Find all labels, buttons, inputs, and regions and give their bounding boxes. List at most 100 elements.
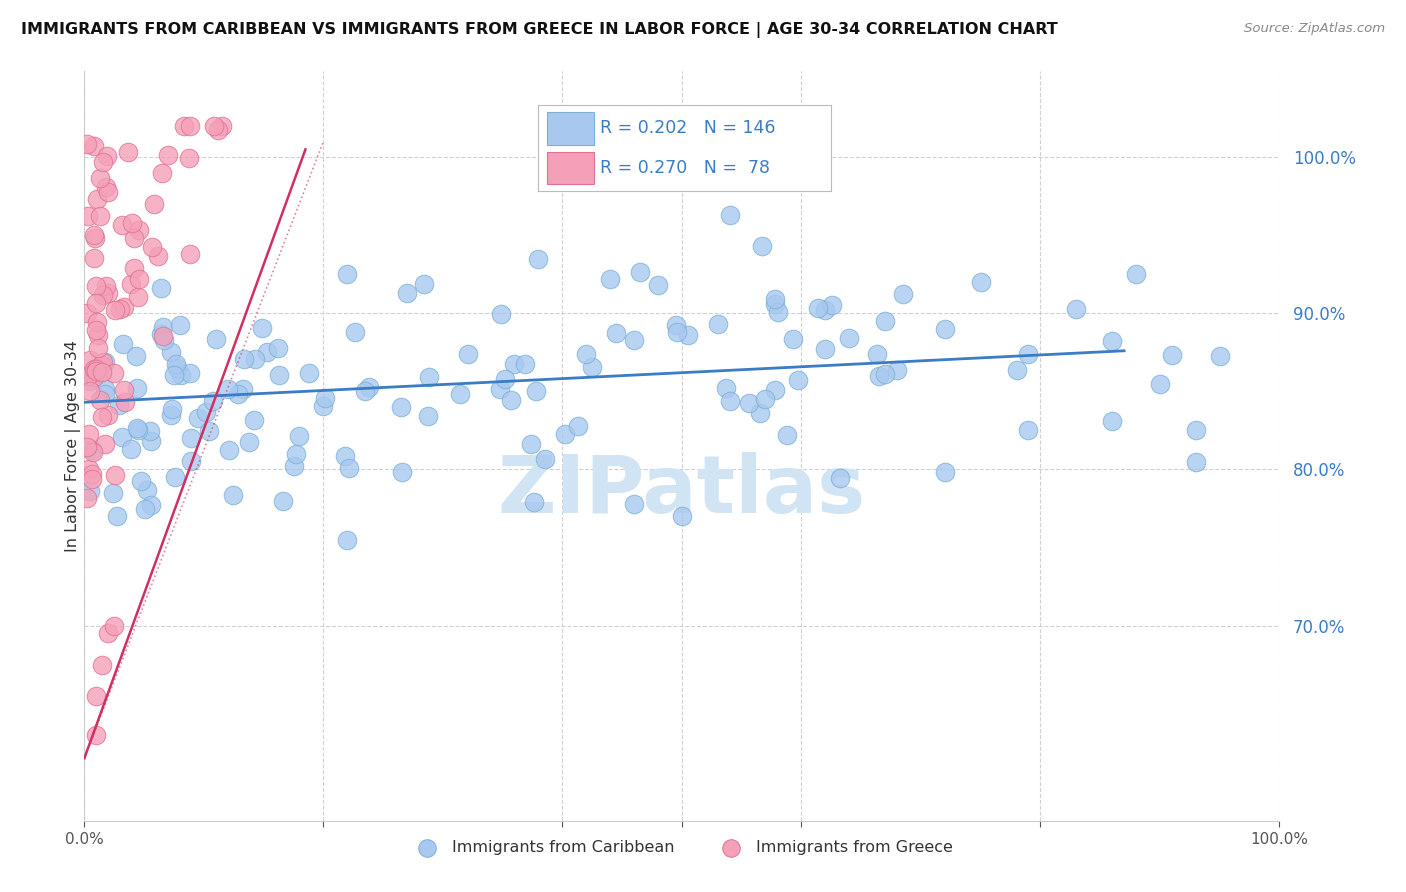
Point [226,387,249,401]
Point [273,494,295,508]
Point [179,366,201,380]
Point [149,326,172,341]
Point [524,384,547,399]
Point [122,231,145,245]
Point [245,352,267,367]
Point [94,279,117,293]
Point [1066,302,1088,317]
Point [218,443,240,458]
Point [107,398,129,412]
Point [104,468,127,483]
Point [146,249,169,263]
Point [814,303,837,318]
Point [288,428,311,442]
Point [179,119,201,133]
Point [1161,348,1184,362]
Point [238,435,260,450]
Point [875,314,897,328]
Point [77,427,100,442]
Point [343,325,366,339]
Point [581,359,603,374]
Point [623,333,645,347]
Point [94,437,117,451]
Point [623,497,645,511]
Point [103,618,125,632]
Text: IMMIGRANTS FROM CARIBBEAN VS IMMIGRANTS FROM GREECE IN LABOR FORCE | AGE 30-34 C: IMMIGRANTS FROM CARIBBEAN VS IMMIGRANTS … [21,22,1057,38]
Point [93,354,115,368]
Point [314,391,336,405]
Point [489,383,512,397]
Point [838,331,860,345]
Point [120,277,142,291]
Point [94,382,117,396]
Point [124,350,146,364]
Point [141,240,163,254]
Point [665,326,688,340]
Point [120,442,142,456]
Point [110,218,132,232]
Point [76,136,98,151]
Point [89,170,111,185]
Point [86,728,108,742]
Point [782,332,804,346]
Point [527,252,550,266]
Point [96,180,118,194]
Point [1185,455,1208,469]
Point [114,394,136,409]
Point [1125,267,1147,281]
Point [503,357,526,371]
Point [91,366,114,380]
Point [418,370,440,384]
Point [128,272,150,286]
Point [180,431,202,445]
Point [519,436,541,450]
Point [523,495,546,509]
Point [284,446,307,460]
Point [491,307,513,321]
Point [87,367,110,381]
Point [79,483,101,498]
Point [86,192,108,206]
Point [97,626,120,640]
Point [267,341,290,355]
Point [91,657,114,672]
Point [112,300,135,314]
Point [718,208,741,222]
Point [169,318,191,333]
Point [134,502,156,516]
Point [1185,423,1208,437]
Point [87,341,110,355]
Point [891,286,914,301]
Point [250,320,273,334]
Point [159,344,181,359]
Point [515,357,537,371]
Point [160,408,183,422]
Point [82,443,104,458]
Point [122,260,145,275]
Point [150,166,173,180]
Point [163,470,186,484]
Point [205,332,228,346]
Point [127,381,149,395]
Point [1018,424,1040,438]
Point [162,402,184,417]
Point [86,315,108,329]
Point [179,247,201,261]
Point [91,410,114,425]
Point [156,147,179,161]
Point [83,139,105,153]
Point [76,440,98,454]
Point [83,370,105,384]
Point [105,509,128,524]
Point [170,368,193,383]
Point [127,423,149,437]
Point [86,323,108,337]
Point [554,427,576,442]
Point [418,409,440,424]
Point [86,296,108,310]
Point [195,405,218,419]
Point [814,342,837,356]
Point [875,367,897,381]
Point [707,317,730,331]
Point [763,383,786,397]
